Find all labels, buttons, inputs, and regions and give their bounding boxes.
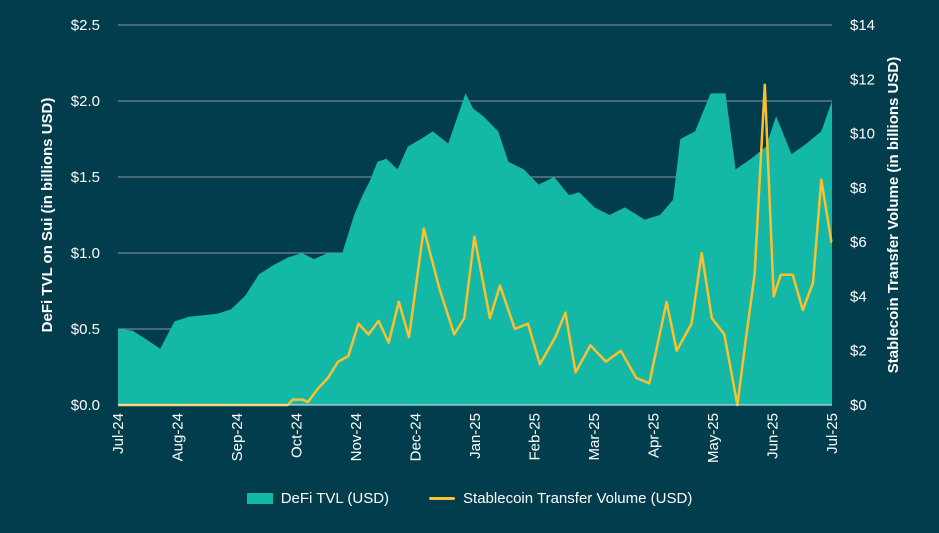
legend-item-stablecoin[interactable]: Stablecoin Transfer Volume (USD)	[429, 490, 692, 507]
legend: DeFi TVL (USD) Stablecoin Transfer Volum…	[0, 490, 939, 507]
y2-tick-label: $10	[850, 126, 875, 143]
y-tick-label: $1.5	[71, 169, 100, 186]
left-y-axis-title: DeFi TVL on Sui (in billions USD)	[39, 98, 56, 333]
y-tick-label: $2.5	[71, 17, 100, 34]
y2-tick-label: $14	[850, 17, 875, 34]
x-axis-ticks: Jul-24 Aug-24 Sep-24 Oct-24 Nov-24 Dec-24 Jan-…	[110, 413, 841, 463]
y-tick-label: $0.5	[71, 321, 100, 338]
x-tick-label: Oct-24	[289, 413, 306, 458]
legend-item-tvl[interactable]: DeFi TVL (USD)	[246, 490, 390, 507]
y-tick-label: $1.0	[71, 245, 100, 262]
x-tick-label: Jan-25	[467, 413, 484, 459]
x-tick-label: Feb-25	[527, 413, 544, 461]
x-tick-label: May-25	[705, 413, 722, 463]
tvl-legend-label: DeFi TVL (USD)	[280, 490, 390, 507]
x-tick-label: Dec-24	[408, 413, 425, 461]
y2-tick-label: $8	[850, 180, 867, 197]
y2-tick-label: $4	[850, 288, 867, 305]
stablecoin-line-layer	[118, 83, 833, 407]
left-y-axis-ticks: $0.0 $0.5 $1.0 $1.5 $2.0 $2.5	[71, 17, 100, 414]
y-tick-label: $2.0	[71, 93, 100, 110]
y2-tick-label: $12	[850, 71, 875, 88]
tvl-area-layer	[118, 93, 832, 406]
y2-tick-label: $0	[850, 397, 867, 414]
x-tick-label: Aug-24	[170, 413, 187, 461]
x-tick-label: Jul-24	[110, 413, 127, 454]
y-tick-label: $0.0	[71, 397, 100, 414]
stablecoin-legend-label: Stablecoin Transfer Volume (USD)	[463, 490, 693, 507]
right-y-axis-ticks: $0 $2 $4 $6 $8 $10 $12 $14	[850, 17, 875, 414]
x-tick-label: Jul-25	[824, 413, 841, 454]
tvl-legend-swatch	[246, 493, 273, 504]
x-tick-label: Sep-24	[229, 413, 246, 461]
y2-tick-label: $2	[850, 343, 867, 360]
tvl-area	[118, 93, 832, 406]
y2-tick-label: $6	[850, 234, 867, 251]
right-y-axis-title: Stablecoin Transfer Volume (in billions …	[885, 57, 902, 373]
x-tick-label: Nov-24	[348, 413, 365, 461]
stablecoin-legend-swatch	[429, 497, 456, 500]
x-tick-label: Jun-25	[765, 413, 782, 459]
x-tick-label: Apr-25	[646, 413, 663, 458]
x-tick-label: Mar-25	[586, 413, 603, 461]
stablecoin-line	[118, 83, 833, 407]
